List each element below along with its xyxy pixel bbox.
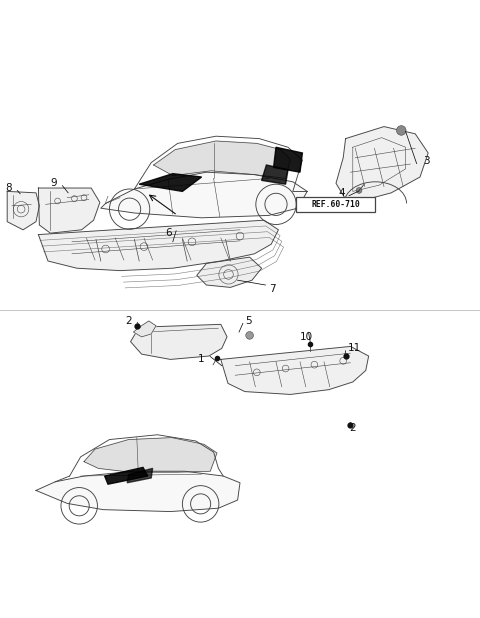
Polygon shape <box>127 468 153 483</box>
Polygon shape <box>131 324 227 360</box>
Text: 6: 6 <box>166 228 172 238</box>
Polygon shape <box>38 188 100 233</box>
Text: 4: 4 <box>338 188 345 198</box>
Polygon shape <box>7 192 39 230</box>
Text: 3: 3 <box>423 156 430 166</box>
Text: REF.60-710: REF.60-710 <box>311 200 360 209</box>
Text: 2: 2 <box>349 423 356 433</box>
Polygon shape <box>101 172 307 218</box>
Polygon shape <box>38 220 278 271</box>
Polygon shape <box>197 257 262 287</box>
Circle shape <box>356 187 362 193</box>
Polygon shape <box>36 472 240 512</box>
Circle shape <box>396 125 406 135</box>
Polygon shape <box>262 165 288 184</box>
Polygon shape <box>133 321 156 337</box>
Text: 10: 10 <box>300 332 313 342</box>
Text: 8: 8 <box>5 183 12 193</box>
Text: 7: 7 <box>269 284 276 294</box>
Polygon shape <box>139 174 202 192</box>
Text: 2: 2 <box>125 316 132 326</box>
Polygon shape <box>105 467 148 484</box>
Text: 9: 9 <box>50 178 57 188</box>
Polygon shape <box>336 127 428 200</box>
Text: 1: 1 <box>198 354 205 364</box>
Polygon shape <box>84 438 217 472</box>
Polygon shape <box>154 141 290 179</box>
Text: 11: 11 <box>348 344 361 353</box>
Polygon shape <box>274 147 302 172</box>
Polygon shape <box>221 347 369 394</box>
Circle shape <box>246 332 253 339</box>
Text: 5: 5 <box>245 316 252 326</box>
FancyBboxPatch shape <box>296 197 375 212</box>
